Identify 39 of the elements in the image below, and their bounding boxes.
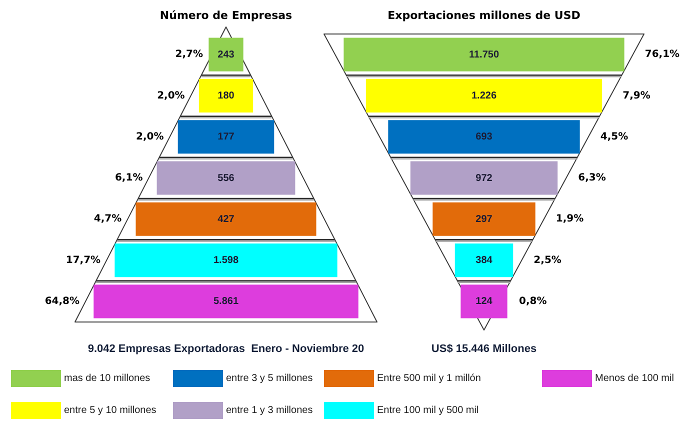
data-label: 1.226	[471, 90, 497, 102]
text: 4,7%	[94, 214, 122, 225]
legend-label: Entre 100 mil y 500 mil	[377, 405, 479, 416]
legend-label: entre 5 y 10 millones	[64, 405, 156, 416]
text: 64,8%	[44, 296, 80, 308]
legend-label: entre 3 y 5 millones	[226, 373, 313, 384]
data-label: 972	[476, 172, 493, 184]
legend-label: Entre 500 mil y 1 millón	[377, 373, 481, 384]
text: 2,5%	[534, 254, 562, 266]
data-label: 124	[476, 296, 493, 308]
legend-label: mas de 10 millones	[64, 373, 150, 384]
data-label: 11.750	[468, 49, 500, 60]
text: 9.042 Empresas Exportadoras Enero - Noviembre 20	[88, 343, 364, 356]
category-label: Exportaciones millones de USD	[388, 8, 580, 22]
text: 0,8%	[519, 296, 547, 308]
text: 1,9%	[556, 214, 584, 225]
text: 2,0%	[157, 90, 185, 102]
text: 17,7%	[66, 254, 101, 266]
text: 4,5%	[600, 131, 628, 142]
text: 2,0%	[136, 131, 164, 142]
data-label: 556	[218, 172, 235, 184]
data-label: 693	[476, 132, 493, 143]
data-label: 384	[476, 255, 493, 266]
text: 76,1%	[644, 49, 680, 60]
data-label: 427	[218, 214, 235, 225]
legend-label: entre 1 y 3 millones	[226, 405, 313, 416]
data-label: 5.861	[213, 296, 239, 308]
data-label: 297	[476, 214, 493, 225]
data-label: 1.598	[213, 255, 239, 266]
text: 6,1%	[114, 172, 143, 184]
text: 2,7%	[175, 49, 203, 60]
text: US$ 15.446 Millones	[431, 343, 537, 356]
text: 7,9%	[622, 90, 650, 102]
data-label: 243	[218, 49, 235, 60]
data-label: 180	[218, 90, 235, 102]
category-label: Número de Empresas	[160, 8, 293, 22]
data-label: 177	[218, 132, 235, 143]
legend-label: Menos de 100 mil	[595, 373, 674, 384]
text: 6,3%	[578, 172, 606, 184]
